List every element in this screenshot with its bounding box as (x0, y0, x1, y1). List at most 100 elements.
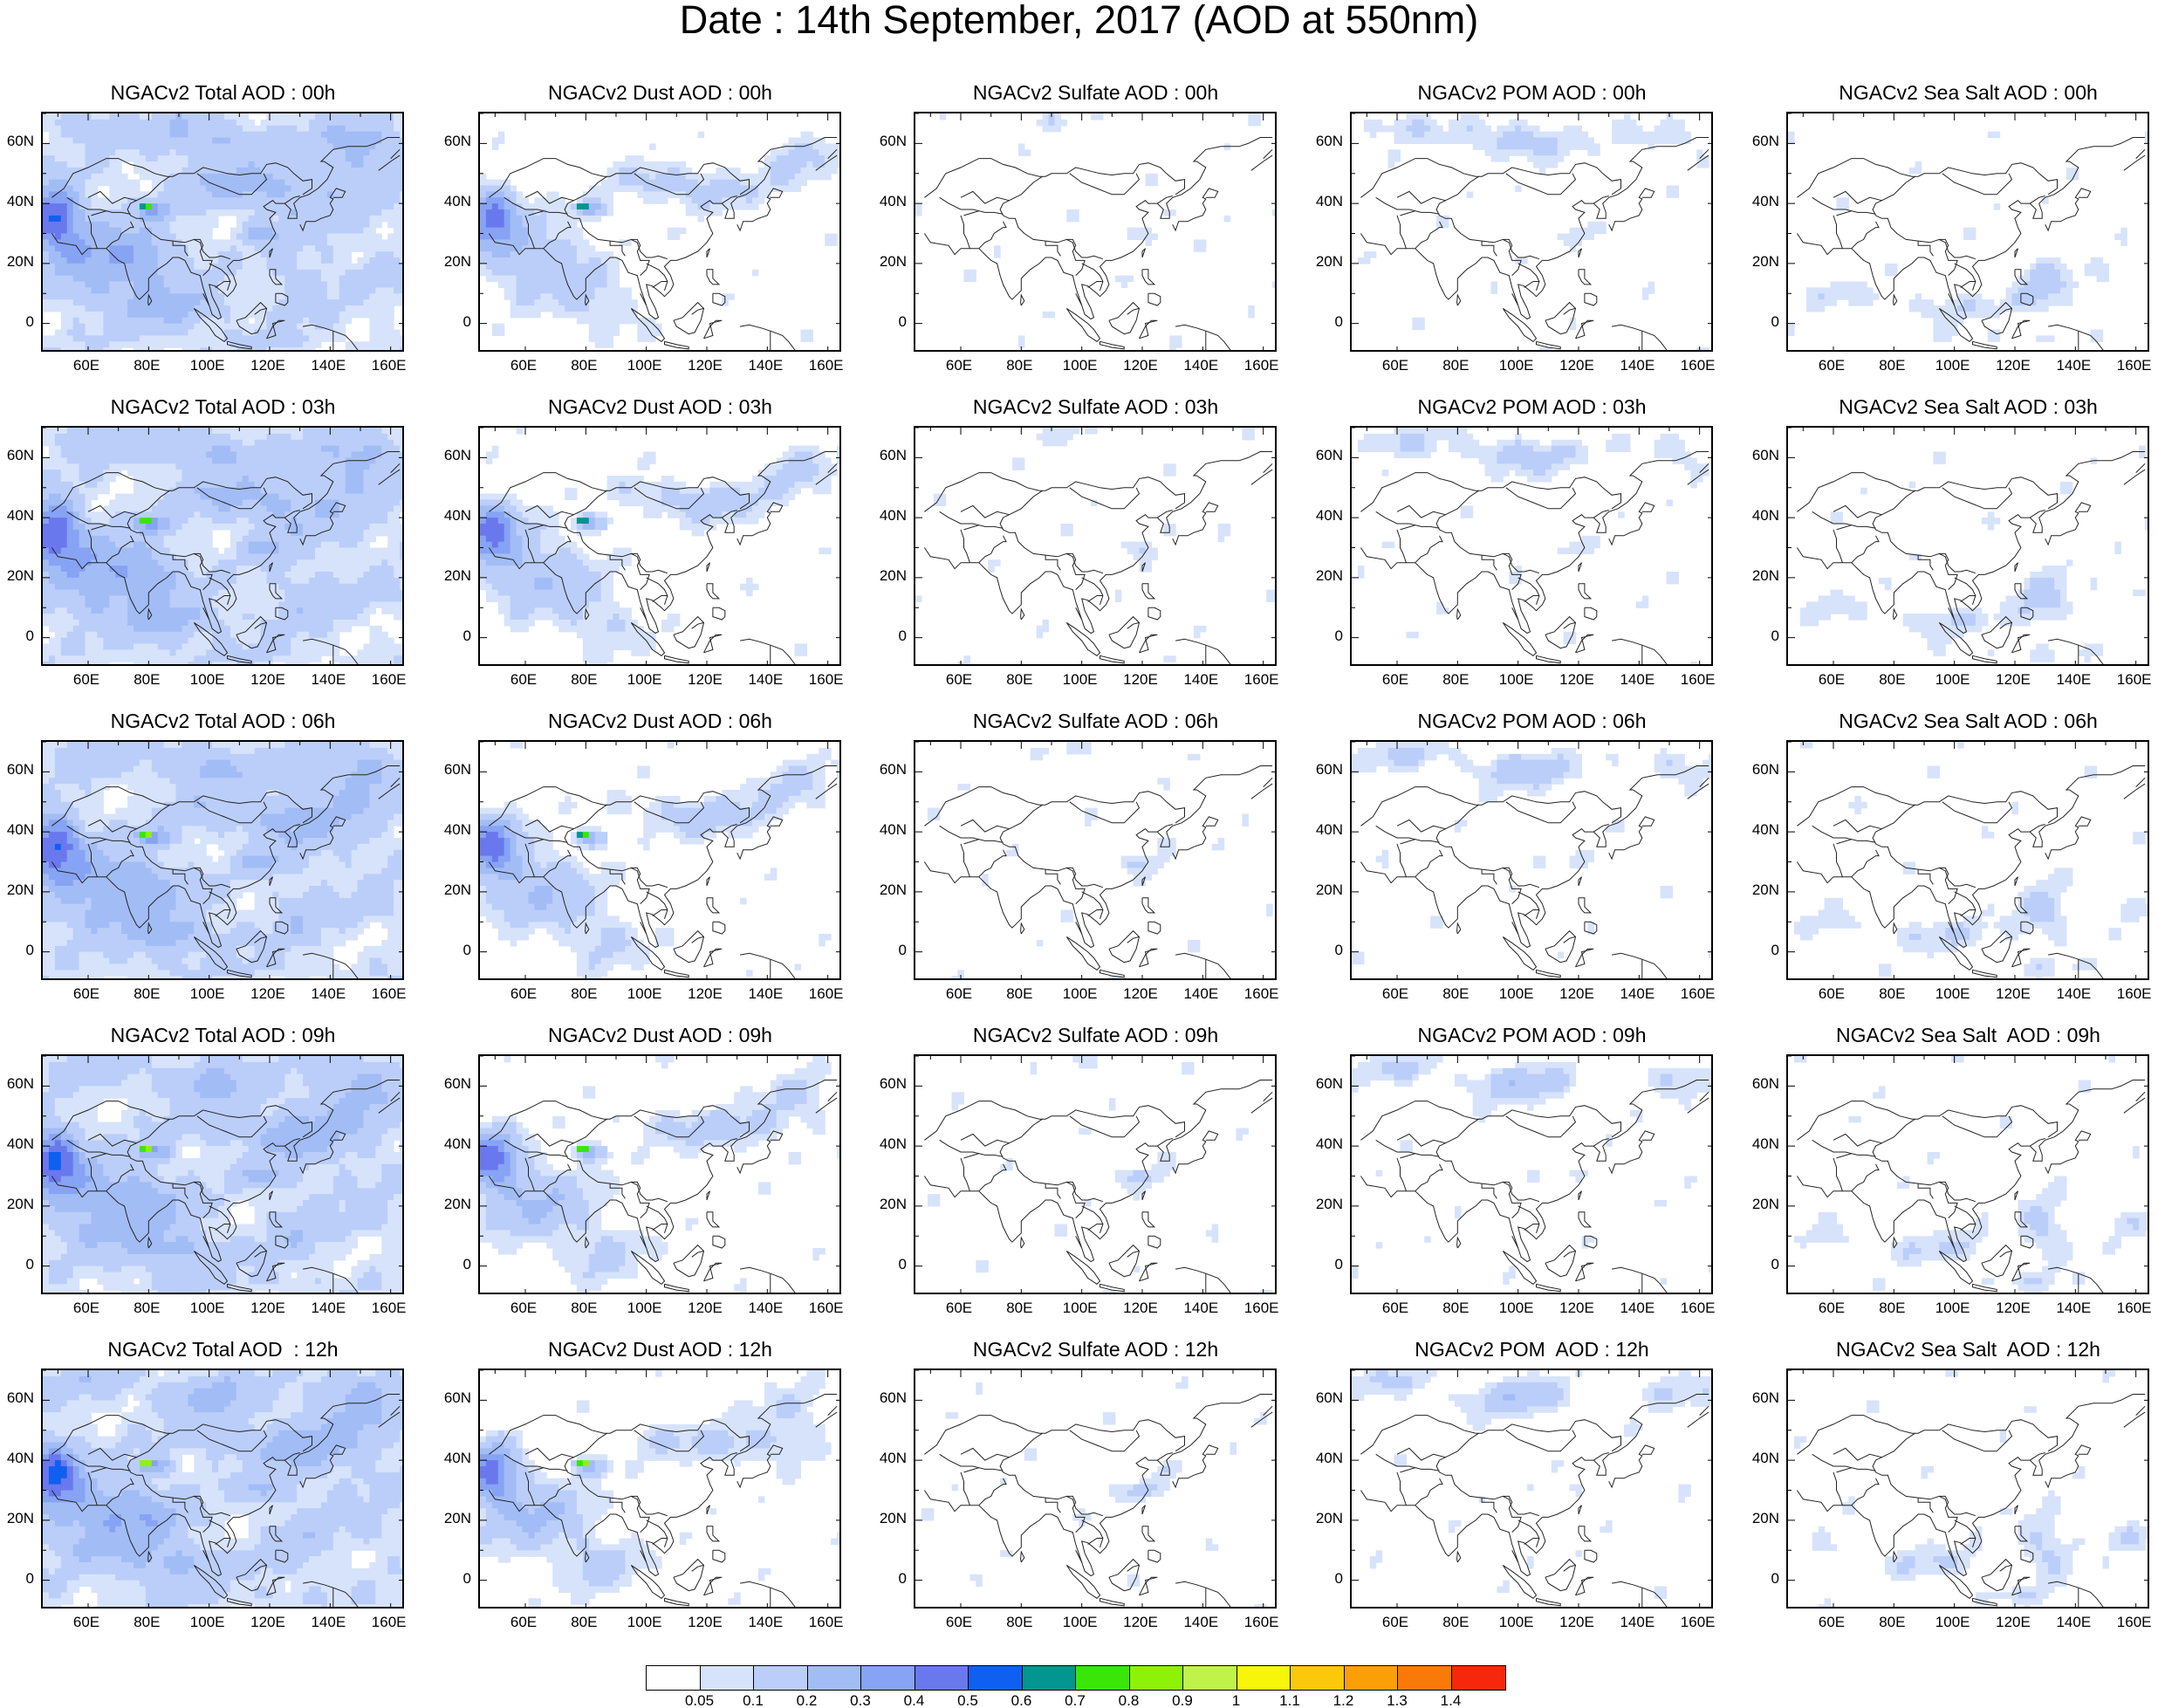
aod-cell (1418, 131, 1425, 139)
lon-tick-label: 60E (60, 358, 113, 374)
aod-cell (497, 233, 505, 240)
aod-cell (103, 433, 110, 441)
aod-cell (66, 179, 74, 187)
aod-cell (206, 191, 213, 198)
aod-cell (332, 197, 340, 204)
aod-cell (230, 293, 237, 300)
aod-cell (127, 323, 134, 331)
aod-cell (782, 167, 790, 175)
aod-cell (266, 227, 273, 235)
aod-cell (320, 203, 328, 210)
aod-cell (115, 335, 122, 342)
aod-cell (558, 245, 565, 252)
aod-cell (2005, 293, 2013, 300)
aod-cell (363, 113, 370, 120)
aod-cell (169, 595, 177, 602)
aod-cell (200, 119, 207, 127)
aod-cell (770, 161, 778, 168)
aod-cell (254, 269, 262, 277)
aod-cell (522, 221, 529, 229)
aod-cell (1581, 131, 1588, 139)
aod-cell (127, 197, 134, 204)
aod-cell (175, 119, 182, 127)
aod-cell (1418, 119, 1425, 127)
aod-cell (339, 185, 346, 192)
aod-cell (522, 263, 529, 271)
aod-cell (600, 293, 608, 300)
aod-cell (363, 245, 370, 252)
aod-cell (151, 119, 159, 127)
aod-cell (631, 173, 638, 181)
aod-cell (60, 470, 68, 477)
aod-cell (709, 185, 716, 192)
aod-cell (169, 583, 177, 591)
aod-cell (97, 131, 104, 139)
aod-cell (315, 293, 322, 300)
aod-cell (303, 317, 310, 325)
aod-cell (260, 137, 268, 144)
aod-cell (381, 281, 388, 288)
aod-cell (516, 269, 524, 277)
aod-cell (320, 137, 328, 144)
aod-cell (97, 161, 104, 168)
aod-cell (278, 119, 285, 127)
aod-cell (480, 197, 487, 204)
aod-cell (673, 227, 681, 235)
aod-cell (522, 233, 529, 240)
aod-cell (394, 251, 401, 258)
aod-cell (109, 439, 116, 447)
aod-cell (48, 481, 56, 489)
aod-cell (48, 221, 56, 229)
aod-cell (97, 293, 104, 300)
aod-cell (175, 197, 182, 204)
aod-cell (1593, 227, 1600, 235)
aod-cell (145, 470, 153, 477)
aod-cell (1254, 119, 1261, 127)
aod-cell (260, 287, 268, 294)
aod-cell (175, 251, 182, 258)
aod-cell (60, 553, 68, 560)
aod-cell (315, 221, 322, 229)
aod-cell (54, 149, 62, 156)
aod-cell (218, 113, 225, 120)
aod-cell (91, 329, 98, 336)
aod-cell (1145, 239, 1152, 246)
aod-cell (1945, 323, 1952, 331)
aod-cell (91, 487, 98, 495)
aod-cell (297, 125, 304, 133)
aod-cell (613, 293, 620, 300)
aod-cell (297, 161, 304, 168)
aod-cell (2024, 275, 2031, 283)
aod-cell (48, 149, 56, 156)
coastline-path (963, 210, 1004, 216)
aod-cell (326, 311, 334, 319)
aod-cell (528, 293, 535, 300)
aod-cell (369, 113, 376, 120)
aod-cell (272, 251, 279, 258)
aod-cell (2096, 335, 2104, 342)
aod-cell (291, 221, 298, 229)
aod-cell (1842, 203, 1849, 210)
aod-cell (631, 155, 638, 162)
aod-cell (297, 143, 304, 150)
aod-cell (139, 589, 147, 597)
aod-cell (2011, 287, 2018, 294)
aod-cell (522, 293, 529, 300)
aod-cell (157, 614, 165, 621)
aod-cell (291, 143, 298, 150)
aod-cell (48, 335, 56, 342)
aod-cell (200, 287, 207, 294)
aod-cell (43, 541, 50, 549)
aod-cell (1557, 137, 1565, 144)
aod-cell (309, 137, 316, 144)
aod-cell (66, 245, 74, 252)
aod-cell (1818, 299, 1826, 306)
aod-cell (510, 305, 517, 312)
aod-cell (576, 275, 584, 283)
aod-cell (806, 137, 813, 144)
aod-cell (1466, 191, 1474, 198)
aod-cell (2042, 257, 2049, 264)
aod-cell (272, 227, 279, 235)
aod-cell (43, 481, 50, 489)
aod-cell (1569, 137, 1577, 144)
